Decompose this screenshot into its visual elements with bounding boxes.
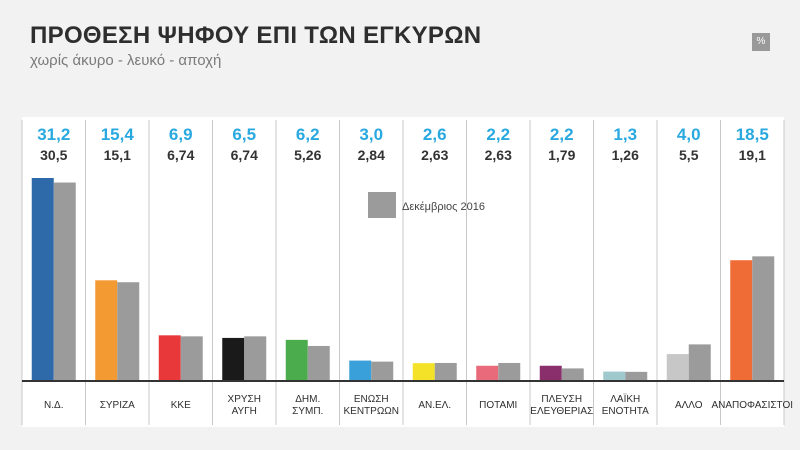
bar-current: [222, 337, 245, 380]
category-label: Ν.Δ.: [44, 400, 63, 411]
bar-previous: [498, 362, 521, 380]
category-label: ΕΝΩΣΗ: [354, 394, 389, 405]
category-label: ΣΥΡΙΖΑ: [100, 400, 135, 411]
bar-previous: [371, 361, 394, 380]
bar-current: [95, 280, 118, 380]
category-label: ΠΟΤΑΜΙ: [479, 400, 517, 411]
data-label-previous: 6,74: [167, 147, 194, 163]
bar-current: [539, 365, 562, 380]
bar-current: [730, 260, 753, 380]
data-label-current: 6,5: [232, 125, 256, 144]
bar-previous: [117, 282, 140, 380]
legend-swatch: [368, 192, 396, 218]
data-label-current: 2,6: [423, 125, 447, 144]
category-label: ΔΗΜ.: [295, 394, 320, 405]
category-label: ΧΡΥΣΗ: [228, 394, 261, 405]
data-label-current: 15,4: [101, 125, 135, 144]
data-label-current: 2,2: [486, 125, 510, 144]
category-label: ΑΥΓΗ: [232, 406, 257, 417]
category-label: ΚΕΝΤΡΩΩΝ: [343, 406, 399, 417]
data-label-current: 18,5: [736, 125, 769, 144]
bar-previous: [180, 336, 203, 380]
data-label-previous: 1,79: [548, 147, 575, 163]
data-label-previous: 15,1: [104, 147, 131, 163]
data-label-current: 1,3: [613, 125, 637, 144]
data-label-previous: 30,5: [40, 147, 67, 163]
bar-previous: [752, 256, 775, 380]
category-label: ΠΛΕΥΣΗ: [541, 394, 582, 405]
data-label-current: 3,0: [359, 125, 383, 144]
bar-previous: [307, 345, 330, 380]
bar-previous: [688, 344, 711, 380]
data-label-current: 31,2: [37, 125, 70, 144]
bar-previous: [244, 336, 267, 380]
data-label-previous: 2,84: [358, 147, 385, 163]
bar-current: [349, 360, 372, 380]
data-label-previous: 2,63: [485, 147, 512, 163]
category-label: ΕΝΟΤΗΤΑ: [602, 406, 649, 417]
data-label-current: 2,2: [550, 125, 574, 144]
data-label-previous: 19,1: [739, 147, 766, 163]
category-label: ΑΝΑΠΟΦΑΣΙΣΤΟΙ: [711, 400, 793, 411]
data-label-previous: 6,74: [231, 147, 258, 163]
bar-previous: [561, 368, 584, 380]
category-label: ΑΝ.ΕΛ.: [418, 400, 451, 411]
category-label: ΕΛΕΥΘΕΡΙΑΣ: [530, 406, 593, 417]
category-label: ΛΑΪΚΗ: [610, 393, 640, 405]
data-label-previous: 5,26: [294, 147, 321, 163]
data-label-current: 4,0: [677, 125, 701, 144]
category-label: ΣΥΜΠ.: [292, 406, 323, 417]
data-label-previous: 1,26: [612, 147, 639, 163]
category-label: ΑΛΛΟ: [675, 400, 703, 411]
bar-previous: [625, 371, 648, 380]
data-label-current: 6,9: [169, 125, 193, 144]
bar-current: [285, 339, 308, 380]
category-label: ΚΚΕ: [171, 400, 191, 411]
chart-subtitle: χωρίς άκυρο - λευκό - αποχή: [30, 52, 222, 69]
data-label-previous: 2,63: [421, 147, 448, 163]
bar-previous: [434, 362, 457, 380]
data-label-current: 6,2: [296, 125, 320, 144]
bar-current: [476, 365, 499, 380]
legend-label: Δεκέμβριος 2016: [402, 201, 485, 213]
bar-current: [666, 354, 689, 380]
bar-current: [158, 335, 181, 380]
bar-current: [412, 363, 435, 380]
bar-current: [31, 178, 54, 380]
unit-badge: %: [752, 33, 770, 51]
bar-previous: [53, 182, 76, 380]
bar-current: [603, 371, 626, 380]
data-label-previous: 5,5: [679, 147, 699, 163]
chart-title: ΠΡΟΘΕΣΗ ΨΗΦΟΥ ΕΠΙ ΤΩΝ ΕΓΚΥΡΩΝ: [30, 22, 482, 49]
